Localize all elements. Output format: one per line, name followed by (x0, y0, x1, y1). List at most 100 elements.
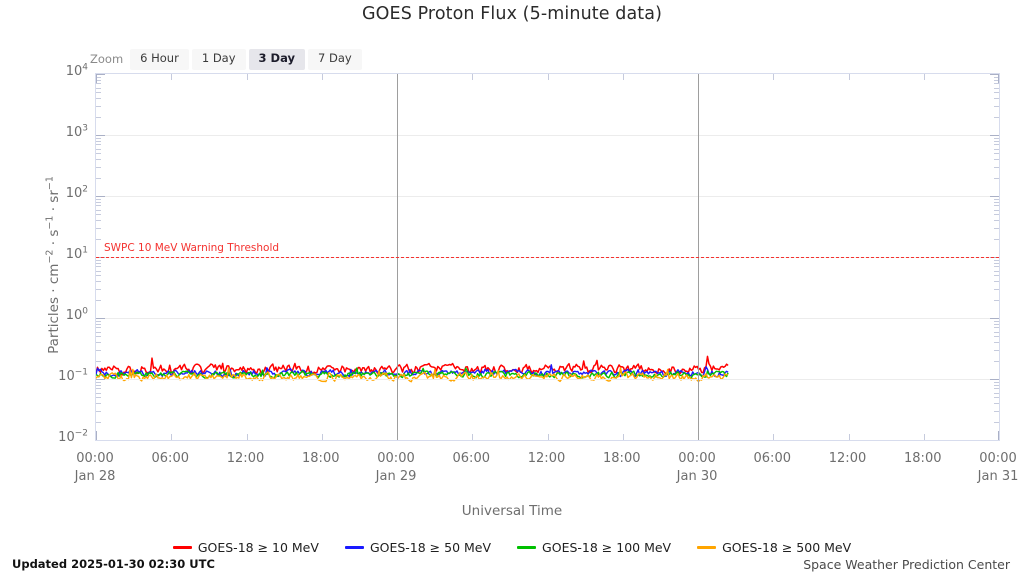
y-axis-minor-tick (96, 159, 101, 161)
x-axis-tick-label: 18:00 (302, 451, 340, 466)
swpc-warning-threshold-label: SWPC 10 MeV Warning Threshold (104, 242, 280, 254)
x-axis-tick (171, 74, 173, 80)
zoom-button-7-day[interactable]: 7 Day (308, 49, 362, 70)
y-axis-minor-tick (96, 177, 101, 179)
y-axis-minor-tick (96, 201, 101, 203)
legend-item-10mev[interactable]: GOES-18 ≥ 10 MeV (172, 540, 319, 555)
x-axis-tick-label: 18:00 (603, 451, 641, 466)
x-axis-tick (96, 431, 97, 440)
zoom-button-3-day[interactable]: 3 Day (248, 49, 305, 70)
y-axis-major-tick (990, 318, 999, 319)
y-axis-minor-tick (994, 262, 999, 264)
y-axis-minor-tick (96, 205, 101, 207)
y-axis-minor-tick (96, 105, 101, 107)
y-axis-minor-tick (96, 259, 101, 261)
page-title: GOES Proton Flux (5-minute data) (362, 4, 662, 24)
y-axis-minor-tick (96, 227, 101, 229)
y-axis-minor-tick (994, 421, 999, 423)
y-axis-minor-tick (96, 403, 101, 405)
y-axis-tick-label: 104 (65, 62, 88, 79)
x-axis-tick (547, 434, 549, 440)
x-axis-tick-label: 00:00 Jan 31 (977, 451, 1019, 484)
x-axis-tick (998, 74, 999, 83)
y-axis-minor-tick (96, 320, 101, 322)
updated-timestamp: Updated 2025-01-30 02:30 UTC (12, 557, 215, 571)
y-axis-minor-tick (994, 105, 999, 107)
y-axis-minor-tick (994, 76, 999, 78)
y-axis-minor-tick (994, 392, 999, 394)
y-axis-tick-label: 102 (65, 184, 88, 201)
y-axis-minor-tick (994, 259, 999, 261)
y-axis-minor-tick (96, 116, 101, 118)
y-axis-tick-label: 100 (65, 306, 88, 323)
x-axis-tick-label: 12:00 (226, 451, 265, 466)
y-axis-minor-tick (96, 275, 101, 277)
legend-label-10mev: GOES-18 ≥ 10 MeV (197, 540, 319, 555)
legend-item-500mev[interactable]: GOES-18 ≥ 500 MeV (697, 540, 851, 555)
y-axis-minor-tick (96, 342, 101, 344)
y-axis-minor-tick (96, 220, 101, 222)
x-axis-tick (321, 74, 323, 80)
y-axis-minor-tick (96, 410, 101, 412)
x-axis-tick-label: 06:00 (151, 451, 189, 466)
x-axis-tick (622, 434, 624, 440)
x-axis-tick (773, 74, 775, 80)
y-axis-tick-label: 10−2 (58, 428, 88, 445)
y-axis-major-tick (990, 74, 999, 75)
zoom-button-6-hour[interactable]: 6 Hour (130, 49, 189, 70)
y-axis-major-tick (990, 135, 999, 136)
x-axis-tick-label: 00:00 Jan 28 (74, 451, 116, 484)
y-axis-minor-tick (994, 198, 999, 200)
y-axis-minor-tick (96, 327, 101, 329)
y-axis-minor-tick (96, 214, 101, 216)
zoom-label: Zoom (90, 52, 124, 67)
y-axis-minor-tick (96, 83, 101, 85)
x-axis-tick (773, 434, 775, 440)
y-axis-major-tick (96, 379, 105, 380)
y-axis-minor-tick (96, 144, 101, 146)
y-axis-minor-tick (994, 153, 999, 155)
y-axis-major-tick (96, 196, 105, 197)
x-axis-tick (923, 74, 925, 80)
y-axis-minor-tick (994, 388, 999, 390)
y-axis-minor-tick (994, 381, 999, 383)
legend-label-500mev: GOES-18 ≥ 500 MeV (722, 540, 852, 555)
zoom-button-1-day[interactable]: 1 Day (191, 49, 246, 70)
y-axis-minor-tick (96, 270, 101, 272)
y-axis-minor-tick (994, 214, 999, 216)
legend-swatch-icon-50mev (344, 546, 364, 549)
x-axis-tick (96, 74, 97, 83)
y-axis-minor-tick (994, 116, 999, 118)
y-axis-tick-labels: 104 103 102 101 100 10−1 10−2 (30, 63, 88, 445)
y-axis-minor-tick (96, 137, 101, 139)
swpc-warning-threshold-line (96, 257, 999, 258)
y-axis-minor-tick (994, 331, 999, 333)
plot-area[interactable]: SWPC 10 MeV Warning Threshold (95, 73, 1000, 441)
x-axis-tick (246, 434, 248, 440)
y-axis-minor-tick (994, 137, 999, 139)
legend-item-100mev[interactable]: GOES-18 ≥ 100 MeV (517, 540, 671, 555)
y-axis-minor-tick (994, 201, 999, 203)
gridline-horizontal (96, 318, 999, 319)
x-axis-tick (848, 434, 850, 440)
gridline-horizontal (96, 135, 999, 136)
y-axis-minor-tick (994, 336, 999, 338)
legend-item-50mev[interactable]: GOES-18 ≥ 50 MeV (344, 540, 491, 555)
legend-swatch-icon-100mev (517, 546, 537, 549)
y-axis-minor-tick (96, 209, 101, 211)
y-axis-minor-tick (96, 98, 101, 100)
y-axis-major-tick (96, 74, 105, 75)
y-axis-minor-tick (96, 421, 101, 423)
y-axis-minor-tick (994, 288, 999, 290)
x-axis-tick-label: 18:00 (904, 451, 942, 466)
y-axis-minor-tick (96, 349, 101, 351)
y-axis-minor-tick (96, 266, 101, 268)
y-axis-minor-tick (994, 159, 999, 161)
y-axis-minor-tick (96, 76, 101, 78)
gridline-horizontal (96, 196, 999, 197)
x-axis-tick-label: 00:00 Jan 30 (676, 451, 718, 484)
x-axis-tick (622, 74, 624, 80)
y-axis-minor-tick (96, 384, 101, 386)
y-axis-minor-tick (994, 227, 999, 229)
chart-legend: GOES-18 ≥ 10 MeV GOES-18 ≥ 50 MeV GOES-1… (0, 540, 1024, 555)
